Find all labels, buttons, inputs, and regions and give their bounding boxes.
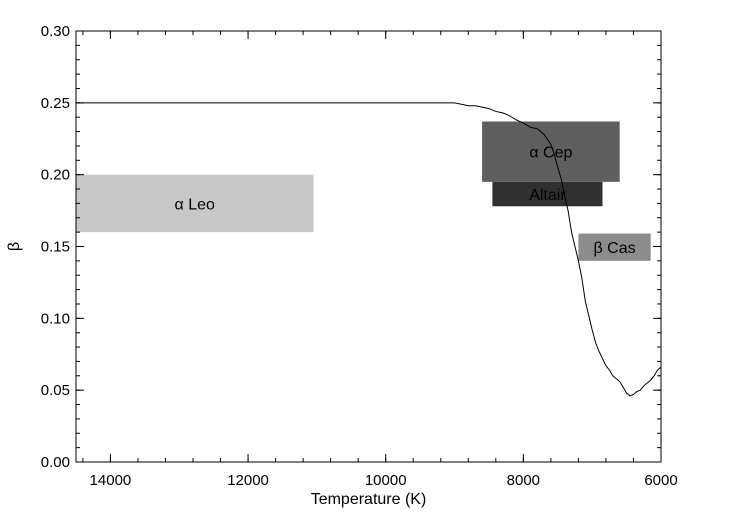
y-tick-label: 0.15 — [41, 239, 70, 256]
y-tick-label: 0.10 — [41, 310, 70, 327]
region-box-1 — [482, 121, 620, 182]
region-labels-layer: α Leo α Cep Altair β Cas — [175, 145, 636, 258]
x-tick-label: 10000 — [365, 472, 407, 489]
region-label-3: β Cas — [593, 240, 635, 257]
x-tick-label: 6000 — [644, 472, 677, 489]
regions-layer — [76, 121, 651, 261]
plot-frame — [75, 30, 662, 463]
x-tick-label: 14000 — [90, 472, 132, 489]
y-tick-label: 0.00 — [41, 454, 70, 471]
y-tick-label: 0.20 — [41, 167, 70, 184]
x-tick-label: 8000 — [507, 472, 540, 489]
region-box-3 — [578, 233, 651, 261]
series-layer — [76, 102, 662, 397]
y-tick-label: 0.25 — [41, 95, 70, 112]
ticks-layer: 14000 12000 10000 8000 6000 0.00 0.05 0.10 0.15 0… — [41, 23, 678, 489]
series-line-0 — [76, 102, 662, 397]
region-label-1: α Cep — [529, 145, 572, 162]
region-box-2 — [492, 181, 603, 207]
region-label-0: α Leo — [175, 196, 215, 213]
x-axis-label: Temperature (K) — [311, 491, 427, 508]
y-axis-label: β — [6, 242, 23, 251]
region-box-0 — [76, 174, 314, 233]
x-tick-label: 12000 — [227, 472, 269, 489]
region-label-2: Altair — [529, 187, 566, 204]
y-tick-label: 0.05 — [41, 382, 70, 399]
y-tick-label: 0.30 — [41, 23, 70, 40]
